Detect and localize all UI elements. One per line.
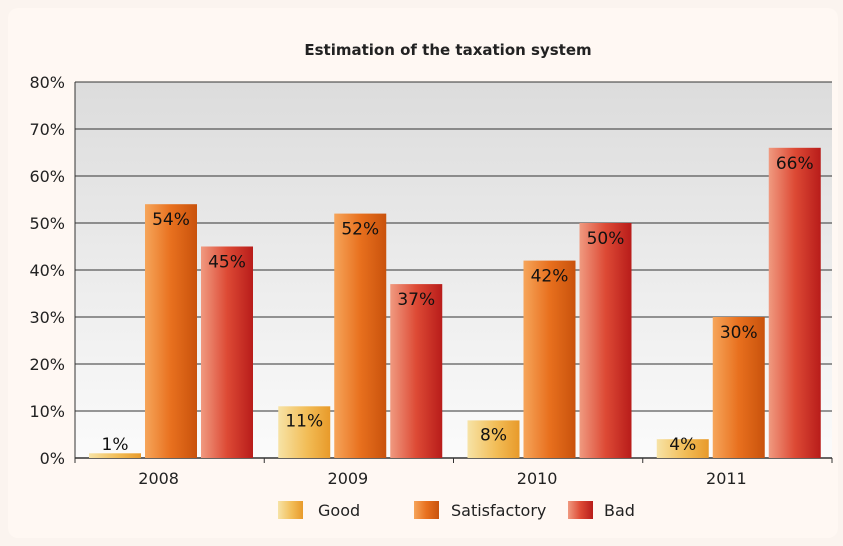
legend-label-bad: Bad xyxy=(604,501,635,520)
x-axis-ticks: 2008 2009 2010 2011 xyxy=(74,458,833,488)
gridlines xyxy=(74,81,832,459)
y-tick-label: 20% xyxy=(29,355,65,374)
data-label: 30% xyxy=(720,323,758,343)
legend-label-good: Good xyxy=(318,501,360,520)
bar-satisfactory-2008 xyxy=(145,204,197,458)
legend-swatch-good xyxy=(278,501,303,519)
chart-title: Estimation of the taxation system xyxy=(304,41,591,59)
x-tick-label: 2010 xyxy=(517,469,558,488)
data-label: 4% xyxy=(669,435,696,455)
data-label: 66% xyxy=(776,154,814,174)
bar-bad-2011 xyxy=(768,147,821,459)
y-tick-label: 0% xyxy=(40,449,65,468)
bar-satisfactory-2011 xyxy=(712,317,765,458)
bar-good-2008 xyxy=(89,453,141,458)
bar-bad-2009 xyxy=(390,284,443,458)
data-label: 54% xyxy=(152,210,190,230)
bar-good-2009 xyxy=(278,406,331,458)
x-tick-label: 2011 xyxy=(706,469,747,488)
data-label: 8% xyxy=(480,425,507,445)
y-tick-label: 60% xyxy=(29,167,65,186)
x-tick-label: 2009 xyxy=(328,469,369,488)
data-label: 1% xyxy=(102,435,129,455)
bar-satisfactory-2010 xyxy=(523,260,576,458)
y-tick-label: 50% xyxy=(29,214,65,233)
bar-good-2011 xyxy=(656,439,709,458)
legend: Good Satisfactory Bad xyxy=(278,501,635,520)
y-tick-label: 40% xyxy=(29,261,65,280)
data-label: 37% xyxy=(397,290,435,310)
data-label: 45% xyxy=(208,253,246,273)
data-label: 52% xyxy=(341,220,379,240)
bar-good-2010 xyxy=(467,420,520,458)
legend-label-satisfactory: Satisfactory xyxy=(451,501,546,520)
legend-swatch-bad xyxy=(568,501,593,519)
y-axis-ticks: 0% 10% 20% 30% 40% 50% 60% 70% 80% xyxy=(29,73,65,468)
y-tick-label: 10% xyxy=(29,402,65,421)
y-tick-label: 80% xyxy=(29,73,65,92)
bar-satisfactory-2009 xyxy=(334,213,387,458)
bar-bad-2010 xyxy=(579,223,632,458)
legend-swatch-satisfactory xyxy=(414,501,439,519)
y-tick-label: 30% xyxy=(29,308,65,327)
data-label: 42% xyxy=(531,267,569,287)
y-tick-label: 70% xyxy=(29,120,65,139)
x-tick-label: 2008 xyxy=(138,469,179,488)
bar-bad-2008 xyxy=(201,246,253,458)
data-label: 50% xyxy=(587,229,625,249)
bars: 1% 54% 45% 11% 52% 37% 8% 42% 50% 4% 30% 66% xyxy=(89,147,821,459)
data-label: 11% xyxy=(285,411,323,431)
